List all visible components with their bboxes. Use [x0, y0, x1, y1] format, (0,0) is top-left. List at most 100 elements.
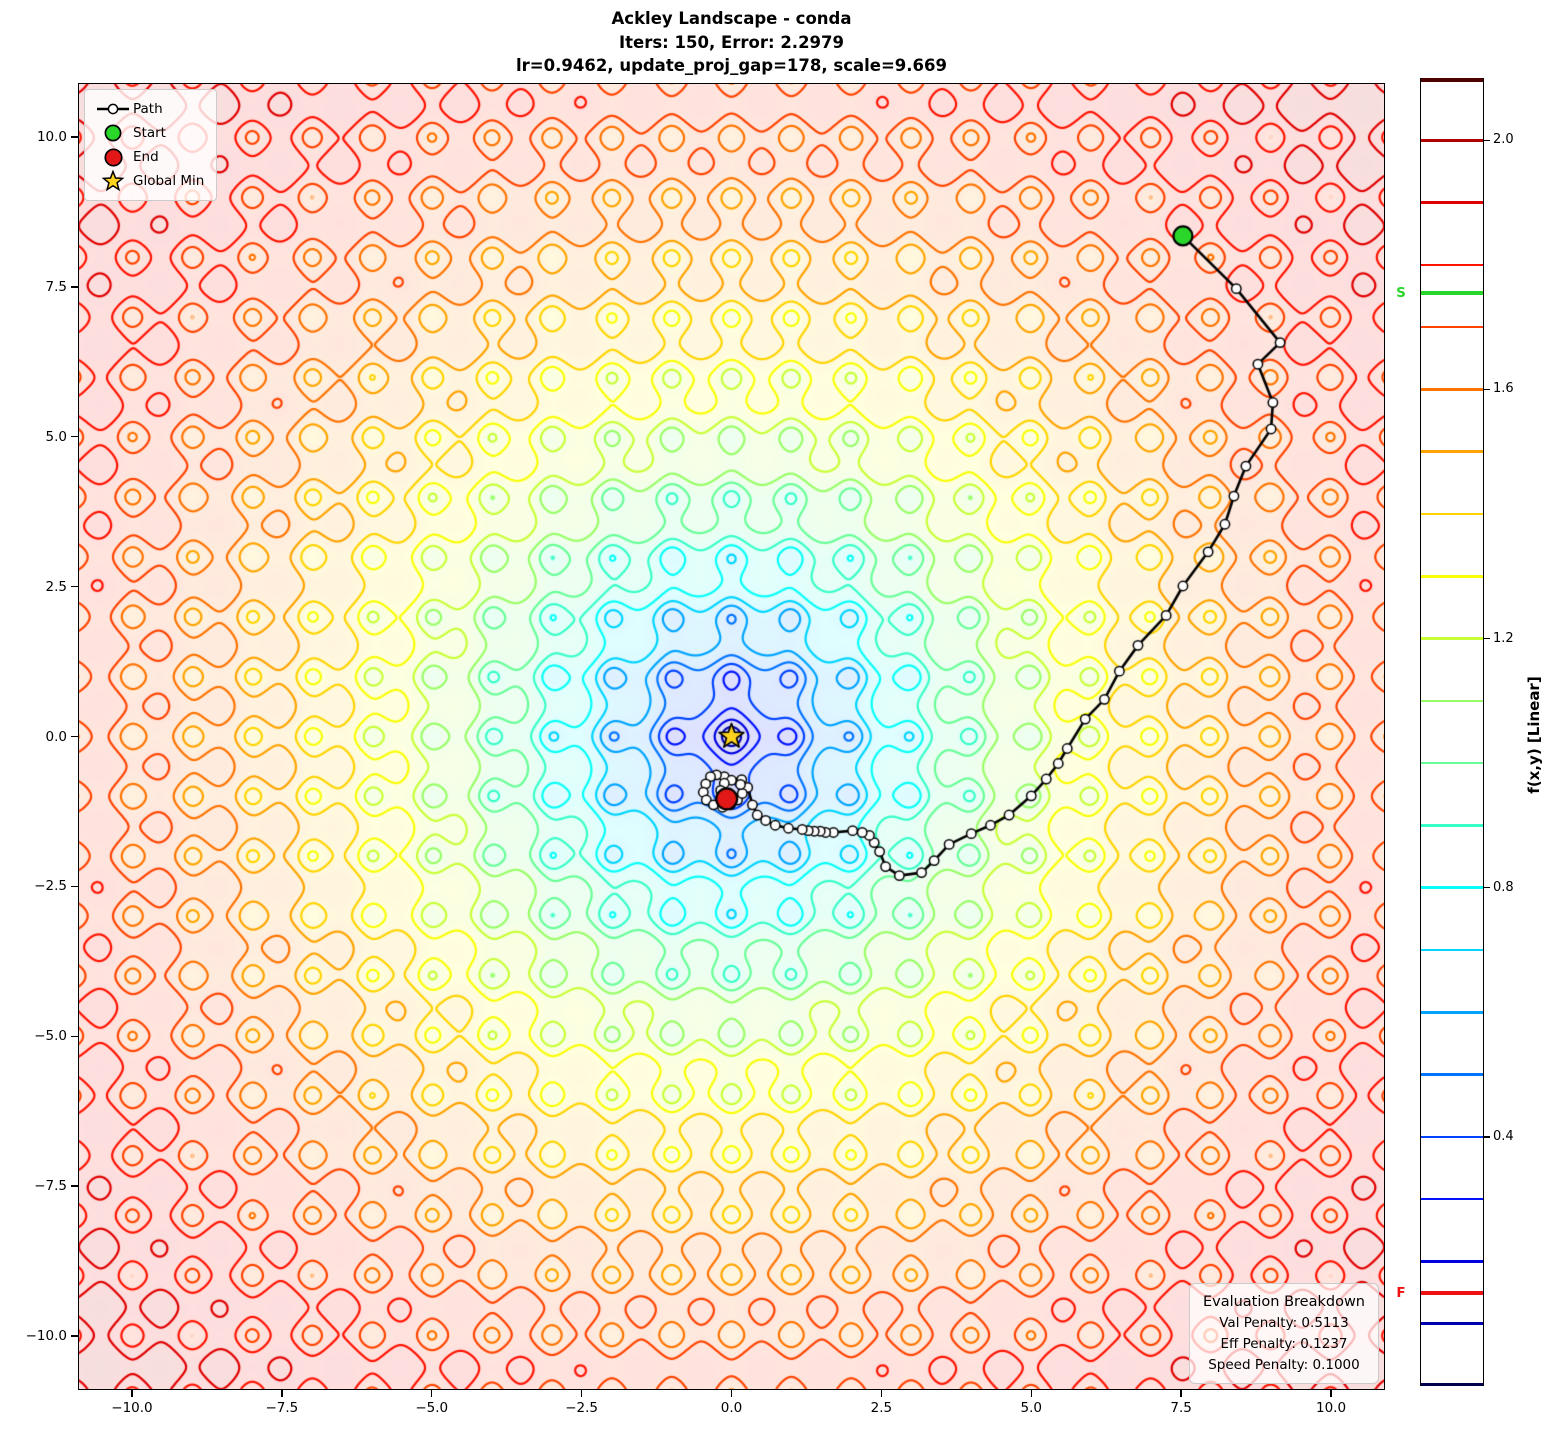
colorbar-level-line: [1421, 1073, 1483, 1076]
x-tick-label: −7.5: [265, 1400, 299, 1416]
x-tick-label: −2.5: [565, 1400, 598, 1416]
colorbar-tick-mark: [1484, 139, 1490, 142]
colorbar-border: [1420, 78, 1484, 1386]
colorbar-level-line: [1421, 1260, 1483, 1263]
evaluation-breakdown-box: Evaluation Breakdown Val Penalty: 0.5113…: [1188, 1283, 1379, 1384]
colorbar-end-line: [1421, 1291, 1483, 1296]
evaluation-breakdown-title: Evaluation Breakdown: [1202, 1294, 1365, 1310]
y-tick-mark: [71, 1035, 78, 1038]
end-marker-icon: [93, 147, 133, 168]
y-tick-mark: [71, 585, 78, 588]
colorbar-level-line: [1421, 512, 1483, 516]
colorbar-tick-mark: [1484, 388, 1490, 391]
start-marker-icon: [93, 123, 133, 143]
colorbar-max-edge: [1421, 78, 1483, 82]
x-tick-mark: [1330, 1390, 1332, 1397]
y-tick-mark: [71, 286, 78, 288]
colorbar-min-edge: [1421, 1383, 1483, 1386]
colorbar-start-line: [1421, 290, 1483, 295]
legend-item-path: Path: [93, 97, 204, 121]
legend-label-end: End: [133, 149, 159, 165]
legend: Path Start End Global Min: [84, 89, 218, 201]
colorbar: [1420, 78, 1484, 1386]
colorbar-tick-label: 0.8: [1493, 879, 1514, 895]
colorbar-axis-label: f(x,y) [Linear]: [1525, 676, 1543, 794]
contour-plot-canvas: [78, 83, 1385, 1390]
plot-area: Path Start End Global Min: [78, 83, 1385, 1390]
colorbar-tick-label: 2.0: [1493, 132, 1514, 148]
y-tick-label: 2.5: [45, 578, 67, 595]
chart-title: Ackley Landscape - conda Iters: 150, Err…: [78, 7, 1385, 78]
eff-penalty-line: Eff Penalty: 0.1237: [1220, 1336, 1348, 1352]
x-tick-mark: [281, 1390, 283, 1397]
legend-label-start: Start: [133, 125, 166, 141]
x-tick-mark: [1180, 1390, 1182, 1397]
y-tick-label: 7.5: [45, 278, 67, 295]
path-line-icon: [93, 101, 133, 117]
colorbar-level-line: [1421, 1011, 1483, 1014]
y-tick-label: −10.0: [25, 1328, 67, 1345]
colorbar-level-line: [1421, 824, 1483, 827]
colorbar-tick-mark: [1484, 886, 1490, 889]
y-tick-label: 0.0: [45, 728, 67, 745]
x-tick-label: 5.0: [1020, 1400, 1043, 1416]
x-tick-mark: [730, 1390, 733, 1397]
colorbar-tick-label: 1.6: [1493, 381, 1514, 397]
y-tick-mark: [71, 136, 78, 138]
x-tick-label: 0.0: [720, 1400, 743, 1416]
colorbar-level-line: [1421, 886, 1483, 889]
colorbar-level-line: [1421, 325, 1483, 329]
colorbar-end-label: F: [1396, 1285, 1406, 1302]
colorbar-start-label: S: [1396, 284, 1406, 301]
x-tick-mark: [430, 1390, 433, 1397]
colorbar-level-line: [1421, 699, 1483, 703]
y-tick-mark: [71, 1185, 78, 1187]
y-tick-mark: [71, 435, 78, 438]
colorbar-tick-mark: [1484, 1136, 1490, 1138]
x-tick-mark: [131, 1390, 133, 1397]
colorbar-level-line: [1421, 1322, 1483, 1325]
colorbar-tick-label: 0.4: [1493, 1128, 1514, 1144]
colorbar-level-line: [1421, 388, 1483, 391]
colorbar-level-line: [1421, 450, 1483, 453]
y-tick-label: 10.0: [36, 128, 67, 145]
legend-item-start: Start: [93, 121, 204, 145]
y-tick-mark: [71, 735, 78, 738]
colorbar-level-line: [1421, 1135, 1483, 1139]
x-tick-label: 2.5: [870, 1400, 893, 1416]
chart-title-line2: Iters: 150, Error: 2.2979: [618, 32, 844, 52]
colorbar-level-line: [1421, 948, 1483, 952]
legend-label-global-min: Global Min: [133, 173, 205, 189]
x-tick-label: −5.0: [415, 1400, 449, 1416]
x-tick-mark: [1030, 1390, 1033, 1397]
y-tick-mark: [71, 1335, 78, 1337]
x-tick-mark: [580, 1390, 583, 1397]
global-min-star-icon: [93, 169, 133, 193]
chart-title-line3: lr=0.9462, update_proj_gap=178, scale=9.…: [516, 56, 947, 75]
colorbar-level-line: [1421, 637, 1483, 640]
y-tick-label: −5.0: [34, 1028, 67, 1045]
speed-penalty-line: Speed Penalty: 0.1000: [1208, 1357, 1360, 1373]
x-tick-label: −10.0: [111, 1400, 153, 1416]
x-tick-label: 10.0: [1316, 1400, 1347, 1416]
colorbar-level-line: [1421, 761, 1483, 765]
colorbar-level-line: [1421, 575, 1483, 578]
legend-label-path: Path: [133, 101, 163, 117]
colorbar-level-line: [1421, 139, 1483, 142]
legend-item-global-min: Global Min: [93, 169, 204, 193]
colorbar-tick-mark: [1484, 637, 1490, 640]
x-tick-label: 7.5: [1170, 1400, 1192, 1416]
y-tick-label: 5.0: [45, 428, 67, 445]
colorbar-tick-label: 1.2: [1493, 630, 1514, 646]
y-tick-label: −7.5: [34, 1178, 67, 1195]
colorbar-level-line: [1421, 263, 1483, 267]
colorbar-level-line: [1421, 201, 1483, 204]
y-tick-label: −2.5: [34, 878, 67, 895]
y-tick-mark: [71, 885, 78, 888]
legend-item-end: End: [93, 145, 204, 169]
colorbar-level-line: [1421, 1197, 1483, 1201]
x-tick-mark: [880, 1390, 883, 1397]
val-penalty-line: Val Penalty: 0.5113: [1219, 1315, 1349, 1331]
chart-title-line1: Ackley Landscape - conda: [611, 9, 852, 28]
